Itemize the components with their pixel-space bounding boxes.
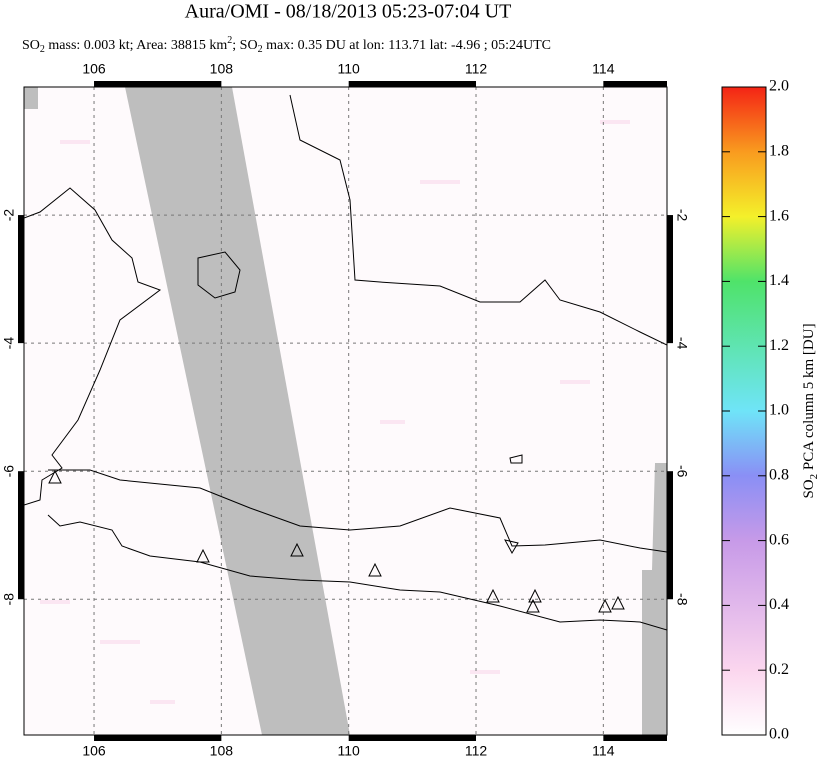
coastline — [289, 94, 667, 346]
frame-segment — [348, 81, 477, 87]
frame-segment — [667, 471, 673, 600]
lon-tick-label: 114 — [592, 743, 615, 759]
lon-tick-label: 106 — [82, 61, 106, 77]
lon-tick-label: 108 — [210, 61, 234, 77]
colorbar-ticks: 0.0 0.2 0.4 0.6 0.8 1.0 1.2 1.4 1.6 1.8 2.0 — [722, 78, 789, 743]
colorbar-label: SO2 PCA column 5 km [DU] — [801, 323, 819, 498]
colorbar-tick-label: 1.0 — [769, 402, 789, 419]
island — [504, 454, 523, 555]
map-area — [24, 87, 667, 735]
colorbar-tick-label: 0.8 — [769, 466, 789, 483]
lat-tick-label: -8 — [674, 593, 690, 606]
frame-segment — [94, 81, 222, 87]
subtitle-sup: 2 — [227, 35, 232, 46]
colorbar-tick-label: 0.4 — [769, 596, 789, 613]
lat-tick-label: -2 — [674, 209, 690, 222]
colorbar-tick-label: 2.0 — [769, 78, 789, 95]
lat-tick-label: -4 — [1, 337, 17, 350]
frame-segment — [94, 735, 222, 741]
frame-segment — [18, 215, 24, 344]
subtitle-sub: 2 — [258, 44, 263, 55]
lon-tick-label: 110 — [338, 743, 361, 759]
lon-tick-label: 110 — [338, 61, 361, 77]
lon-tick-label: 106 — [82, 743, 106, 759]
colorbar-tick-label: 0.2 — [769, 661, 789, 678]
coastline — [24, 187, 162, 506]
colorbar-tick-label: 1.2 — [769, 337, 789, 354]
volcanoes — [48, 469, 625, 613]
lat-tick-label: -8 — [1, 593, 17, 606]
lon-tick-label: 114 — [592, 61, 615, 77]
subtitle: SO2 mass: 0.003 kt; Area: 38815 km2; SO2… — [22, 35, 551, 55]
lon-tick-label: 112 — [465, 61, 488, 77]
lat-tick-label: -2 — [1, 209, 17, 222]
lat-tick-label: -6 — [1, 465, 17, 478]
frame-segment — [667, 215, 673, 344]
frame-segment — [603, 81, 667, 87]
colorbar-tick-label: 0.0 — [769, 726, 789, 743]
island — [197, 251, 241, 299]
colorbar-tick-label: 1.6 — [769, 207, 789, 224]
frame-segment — [18, 471, 24, 600]
colorbar-label-part: PCA column 5 km [DU] — [801, 323, 817, 473]
map-frame — [18, 81, 673, 741]
lon-tick-label: 112 — [465, 743, 488, 759]
lat-tick-label: -4 — [674, 337, 690, 350]
map-border — [23, 86, 668, 736]
lon-tick-label: 108 — [210, 743, 234, 759]
subtitle-sub: 2 — [40, 44, 45, 55]
subtitle-part: max: 0.35 DU at lon: 113.71 lat: -4.96 ;… — [263, 38, 551, 53]
frame-segment — [348, 735, 477, 741]
map-background — [24, 87, 667, 735]
no-data-swath — [125, 87, 350, 735]
colorbar-label-part: SO — [801, 479, 817, 498]
frame-segment — [603, 735, 667, 741]
lat-tick-label: -6 — [674, 465, 690, 478]
colorbar-tick-label: 1.4 — [769, 272, 789, 289]
subtitle-part: SO — [22, 38, 40, 53]
subtitle-part: mass: 0.003 kt; Area: 38815 km — [45, 38, 227, 53]
colorbar-tick-label: 1.8 — [769, 142, 789, 159]
colorbar-label-sub: 2 — [808, 474, 820, 480]
colorbar-tick-label: 0.6 — [769, 531, 789, 548]
noise — [40, 120, 630, 704]
coastline — [47, 469, 667, 631]
subtitle-part: ; SO — [232, 38, 257, 53]
no-data-swath — [24, 87, 38, 109]
title: Aura/OMI - 08/18/2013 05:23-07:04 UT — [185, 1, 512, 23]
